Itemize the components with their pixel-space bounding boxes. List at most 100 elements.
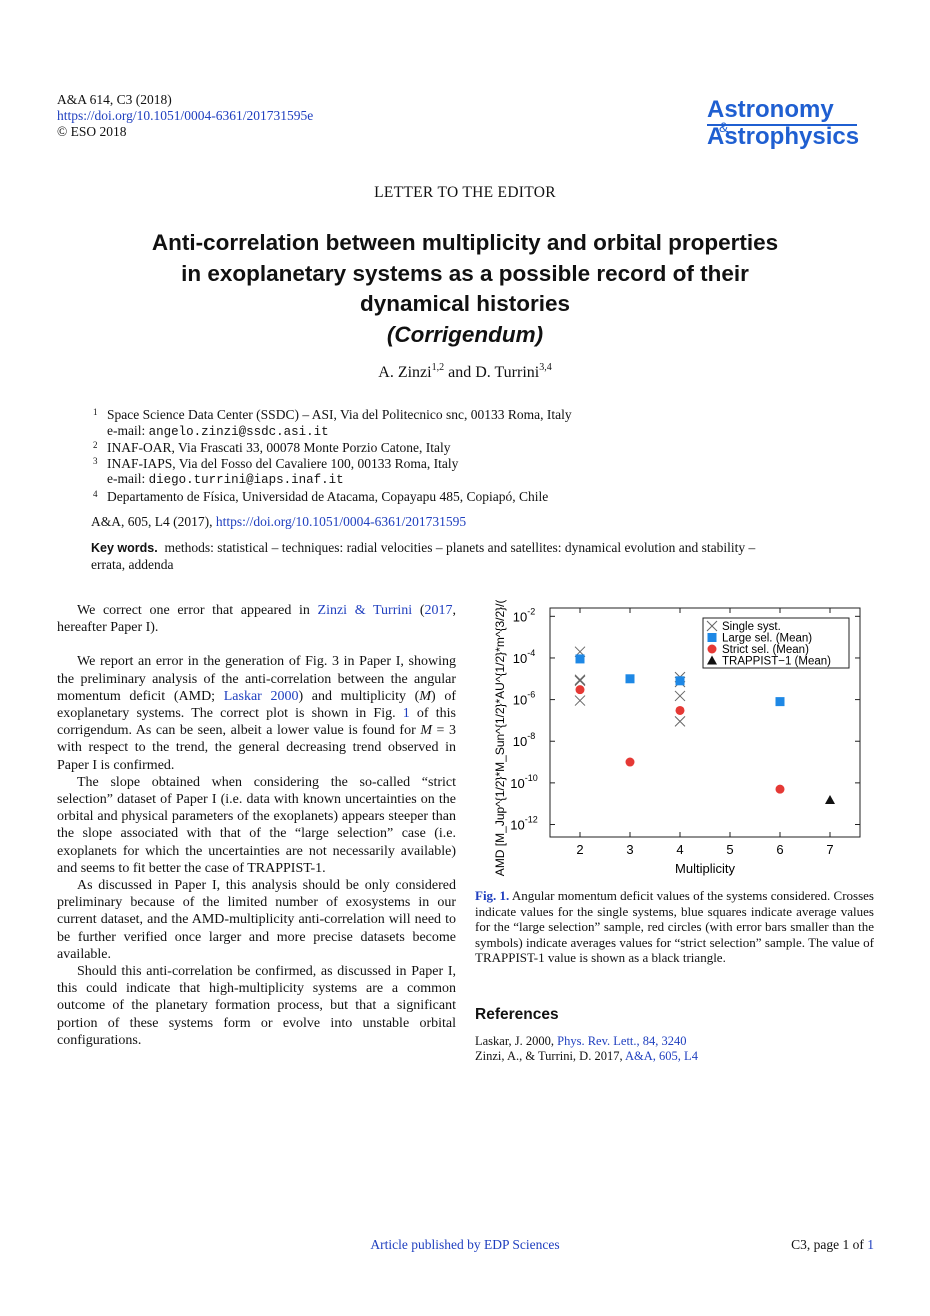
trappist-point [825, 795, 835, 805]
large-selection-point [575, 654, 585, 664]
legend-marker [707, 644, 717, 654]
caption-label: Fig. 1. [475, 888, 510, 903]
legend-marker [707, 633, 717, 642]
amd-multiplicity-chart: 10-2 10-4 10-6 10-8 10-10 10-12 2 3 4 5 6 7 Single… [493, 600, 861, 876]
y-tick-label: 10-6 [513, 690, 535, 708]
single-system-point [574, 674, 586, 686]
original-doi-link[interactable]: https://doi.org/10.1051/0004-6361/201731… [215, 514, 467, 529]
journal-logo: Astronomy & Astrophysics [707, 96, 877, 150]
strict-selection-point [775, 784, 785, 794]
x-tick-label: 5 [726, 842, 733, 857]
logo-rule [707, 124, 857, 126]
logo-line2: Astrophysics [707, 123, 860, 150]
author-2-affil: 3,4 [539, 362, 552, 373]
y-tick-label: 10-4 [513, 648, 535, 666]
email-2[interactable]: diego.turrini@iaps.inaf.it [148, 473, 344, 488]
legend-label: Single syst. [722, 621, 781, 633]
paper-title: Anti-correlation between multiplicity an… [60, 228, 870, 350]
y-tick-exponent: -2 [527, 606, 535, 616]
original-reference: A&A, 605, L4 (2017), https://doi.org/10.… [91, 514, 467, 529]
x-tick-label: 7 [826, 842, 833, 857]
footer-page: C3, page 1 of 1 [791, 1237, 874, 1252]
x-axis-ticks: 2 3 4 5 6 7 [576, 608, 834, 857]
y-tick-label: 10-12 [510, 815, 537, 833]
title-line2: in exoplanetary systems as a possible re… [181, 260, 749, 286]
cite-laskar-2000[interactable]: Laskar 2000 [223, 688, 299, 704]
logo-line1: Astronomy [707, 96, 834, 123]
legend-label: Strict sel. (Mean) [722, 644, 809, 656]
title-subtitle: (Corrigendum) [386, 321, 544, 347]
authors-and: and [448, 364, 472, 381]
large-selection-point [775, 697, 785, 707]
affiliation-email-2: e-mail: diego.turrini@iaps.inaf.it [107, 471, 344, 488]
paragraph-5: Should this anti-correlation be confirme… [57, 964, 456, 1048]
body-text: We correct one error that appeared in Zi… [57, 602, 456, 1049]
title-line1: Anti-correlation between multiplicity an… [151, 230, 779, 255]
affiliation-4: 4 Departamento de Física, Universidad de … [93, 488, 549, 504]
authors: A. Zinzi1,2 and D. Turrini3,4 [0, 362, 930, 382]
paragraph-3: The slope obtained when considering the … [57, 774, 456, 876]
figure-caption: Fig. 1. Angular momentum deficit values … [475, 888, 874, 966]
y-tick-label: 10-10 [510, 773, 537, 791]
reference-1: Laskar, J. 2000, Phys. Rev. Lett., 84, 3… [475, 1034, 687, 1048]
single-system-point [674, 716, 686, 727]
data-marks [574, 646, 835, 805]
cite-zinzi-turrini[interactable]: Zinzi & Turrini [317, 603, 413, 618]
single-system-point [674, 690, 686, 702]
legend-label: TRAPPIST−1 (Mean) [722, 656, 831, 668]
y-tick-exponent: -6 [527, 690, 535, 700]
references-heading: References [475, 1006, 559, 1023]
legend-box [702, 617, 850, 669]
plot-frame [549, 607, 861, 838]
reference-2-link[interactable]: A&A, 605, L4 [625, 1049, 698, 1063]
doi-link[interactable]: https://doi.org/10.1051/0004-6361/201731… [57, 108, 314, 123]
x-tick-label: 3 [626, 842, 633, 857]
paragraph-1: We correct one error that appeared in Zi… [57, 603, 456, 636]
y-axis-label-text: AMD [M_Jup^{1/2}*M_Sun^{1/2}*AU^{1/2}*m^… [493, 600, 507, 876]
single-system-point [574, 695, 586, 706]
paragraph-2: We report an error in the generation of … [57, 654, 456, 773]
y-tick-exponent: -8 [527, 731, 535, 741]
email-1[interactable]: angelo.zinzi@ssdc.asi.it [148, 424, 329, 439]
reference-2: Zinzi, A., & Turrini, D. 2017, A&A, 605,… [475, 1049, 698, 1063]
legend-marker [707, 655, 717, 665]
chart-legend: Single syst.Large sel. (Mean)Strict sel.… [702, 617, 850, 669]
keywords-label: Key words. [91, 541, 158, 555]
x-axis-label: Multiplicity [675, 861, 735, 876]
strict-selection-point [625, 757, 635, 767]
reference-1-link[interactable]: Phys. Rev. Lett., 84, 3240 [557, 1034, 687, 1048]
x-tick-label: 6 [776, 842, 783, 857]
publisher-link[interactable]: Article published by EDP Sciences [370, 1237, 560, 1252]
caption-text: Angular momentum deficit values of the s… [475, 888, 874, 966]
large-selection-point [625, 674, 635, 684]
title-line3: dynamical histories [359, 291, 571, 316]
author-2: D. Turrini [475, 364, 540, 381]
affiliation-2: 2 INAF-OAR, Via Frascati 33, 00078 Monte … [93, 440, 451, 456]
page-total-link[interactable]: 1 [867, 1237, 874, 1252]
copyright: © ESO 2018 [57, 124, 127, 139]
strict-selection-point [675, 705, 685, 715]
author-1: A. Zinzi [378, 364, 432, 381]
large-selection-point [675, 676, 685, 686]
single-system-point [574, 675, 586, 687]
section-heading: LETTER TO THE EDITOR [374, 184, 556, 201]
y-tick-exponent: -12 [525, 815, 538, 825]
fig-1-link[interactable]: 1 [402, 706, 410, 722]
y-tick-exponent: -10 [525, 773, 538, 783]
legend-label: Large sel. (Mean) [722, 633, 812, 645]
x-tick-label: 2 [576, 842, 583, 857]
keywords-line2: errata, addenda [91, 556, 174, 572]
citation: A&A 614, C3 (2018) [57, 92, 172, 107]
y-axis-label: AMD [M_Jup^{1/2}*M_Sun^{1/2}*AU^{1/2}*m^… [493, 600, 507, 876]
y-tick-exponent: -4 [527, 648, 535, 658]
keywords: Key words. methods: statistical – techni… [91, 540, 791, 572]
legend-marker [706, 620, 718, 632]
keywords-line1: methods: statistical – techniques: radia… [164, 540, 756, 555]
affiliation-3: 3 INAF-IAPS, Via del Fosso del Cavaliere … [93, 455, 459, 471]
y-tick-label: 10-2 [513, 606, 535, 624]
x-tick-label: 4 [676, 842, 683, 857]
y-tick-label: 10-8 [513, 731, 535, 749]
cite-year-2017[interactable]: 2017 [424, 603, 453, 618]
plot-border [549, 607, 861, 838]
